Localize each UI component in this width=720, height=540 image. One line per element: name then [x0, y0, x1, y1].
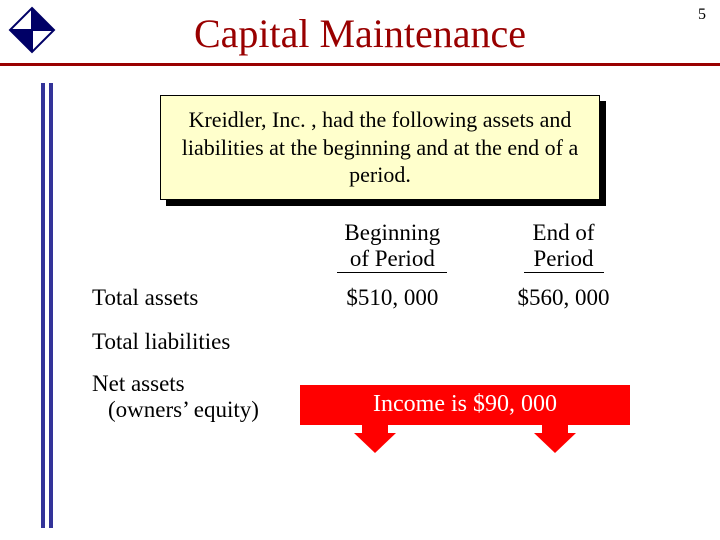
value-assets-end: $560, 000	[479, 277, 648, 319]
slide-body: Kreidler, Inc. , had the following asset…	[70, 95, 690, 429]
label-net-assets-line1: Net assets	[92, 371, 302, 397]
logo-icon	[8, 6, 56, 59]
col-header-begin: Beginning of Period	[337, 220, 447, 273]
income-banner: Income is $90, 000	[300, 385, 630, 425]
vertical-rule-inner	[49, 83, 53, 528]
arrows-down-icon	[300, 425, 630, 455]
horizontal-rule	[0, 63, 720, 66]
row-total-liabilities: Total liabilities	[92, 321, 648, 363]
label-net-assets-line2: (owners’ equity)	[92, 397, 302, 423]
row-total-assets: Total assets $510, 000 $560, 000	[92, 277, 648, 319]
label-total-liabilities: Total liabilities	[92, 321, 306, 363]
slide-title: Capital Maintenance	[0, 0, 720, 57]
vertical-rule-outer	[41, 83, 45, 528]
col-header-end: End of Period	[524, 220, 604, 273]
table-header-row: Beginning of Period End of Period	[92, 220, 648, 275]
intro-text: Kreidler, Inc. , had the following asset…	[160, 95, 600, 200]
label-total-assets: Total assets	[92, 277, 306, 319]
slide-header: Capital Maintenance	[0, 0, 720, 65]
value-assets-begin: $510, 000	[308, 277, 477, 319]
intro-box: Kreidler, Inc. , had the following asset…	[160, 95, 600, 200]
